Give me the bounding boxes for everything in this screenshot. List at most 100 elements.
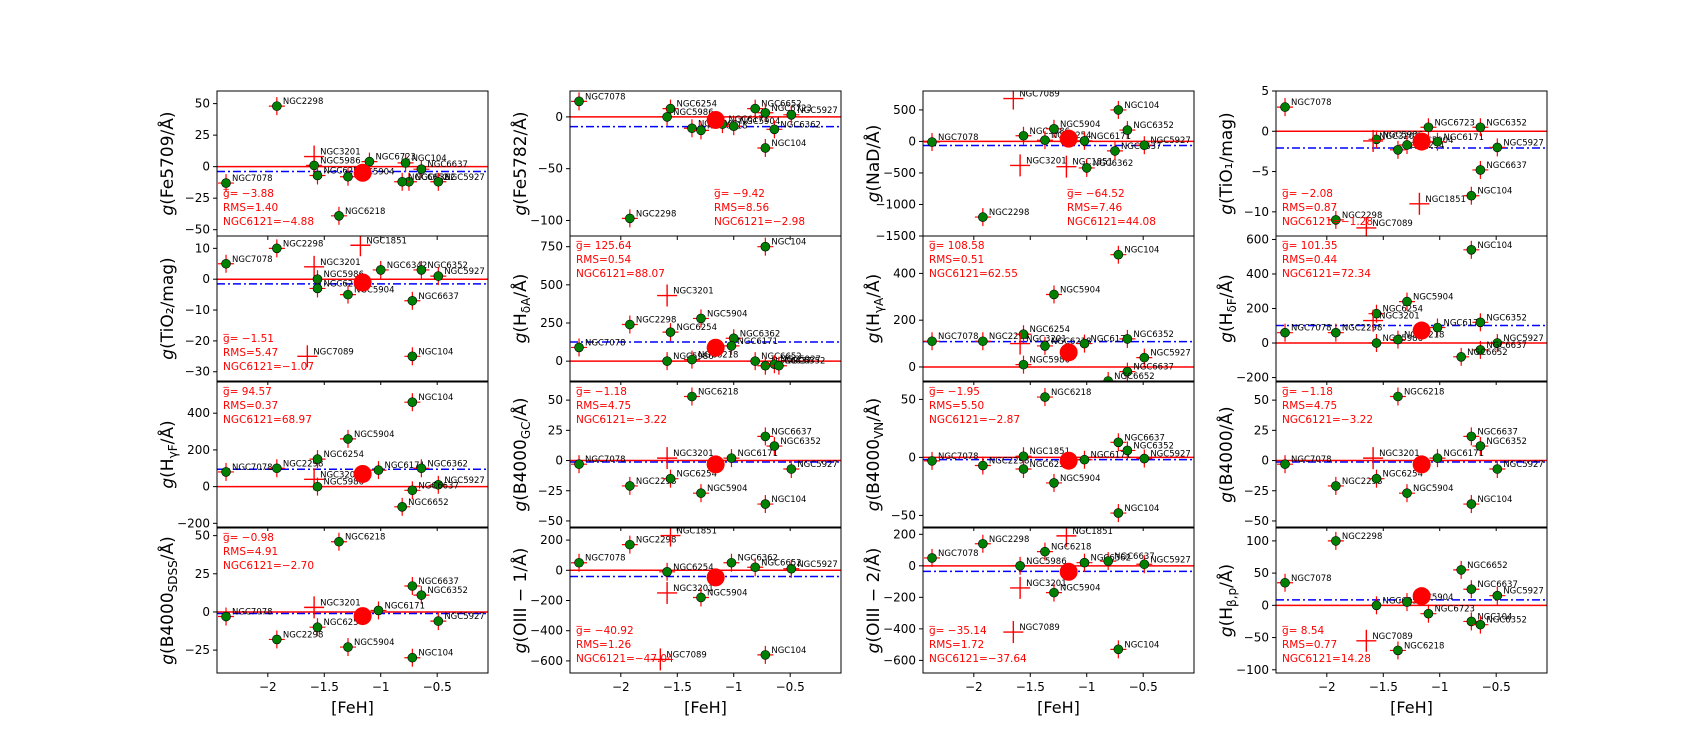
data-point <box>726 557 737 568</box>
data-point <box>343 171 353 182</box>
data-point <box>334 536 344 547</box>
point-label: NGC6218 <box>1404 641 1445 651</box>
y-tick-label: −50 <box>1244 631 1269 645</box>
data-point <box>1113 437 1124 448</box>
stats-text: NGC6121=−2.98 <box>714 216 805 228</box>
data-point <box>786 464 797 474</box>
point-label: NGC6637 <box>418 292 459 302</box>
y-tick-label: 200 <box>540 533 563 547</box>
data-point <box>760 650 771 660</box>
stats-text: g̅= 94.57 <box>223 386 272 398</box>
point-label: NGC104 <box>1477 241 1512 251</box>
y-tick-label: 200 <box>893 527 916 541</box>
point-label: NGC6362 <box>427 459 468 469</box>
point-label: NGC7078 <box>232 608 273 618</box>
y-tick-label: −25 <box>1244 484 1269 498</box>
point-label: NGC2298 <box>283 97 324 107</box>
point-label: NGC104 <box>1124 246 1159 256</box>
point-label: NGC7078 <box>585 455 626 465</box>
point-label: NGC1851 <box>1072 527 1113 537</box>
point-label: NGC1851 <box>1425 195 1466 205</box>
data-point <box>665 103 676 114</box>
point-label: NGC5986 <box>673 108 714 118</box>
data-point <box>760 143 771 153</box>
y-tick-label: 0 <box>908 559 916 573</box>
point-label: NGC5986 <box>1029 356 1070 366</box>
point-label: NGC7078 <box>232 174 273 184</box>
data-point <box>373 465 384 475</box>
data-point <box>400 158 411 168</box>
data-point <box>750 103 760 114</box>
stats-text: RMS=1.72 <box>929 639 984 651</box>
stats-text: g̅= 125.64 <box>576 240 632 252</box>
y-tick-label: 0 <box>555 110 563 124</box>
point-label: NGC6637 <box>1114 552 1155 562</box>
plot-area: NGC7078 NGC2298 NGC3201 NGC6254 NGC6218 NGC59… <box>570 387 841 514</box>
data-point <box>309 160 319 171</box>
data-point <box>574 557 584 568</box>
y-tick-label: 600 <box>1246 232 1269 246</box>
data-point <box>978 460 988 471</box>
plot-area: NGC7078 NGC2298 NGC3201 NGC6254 NGC6218 NGC59… <box>217 532 488 667</box>
data-point <box>625 213 635 224</box>
stats-text: g̅= −9.42 <box>714 188 765 200</box>
data-point <box>1018 329 1029 340</box>
data-point <box>1122 366 1133 377</box>
point-label: NGC6218 <box>345 207 386 217</box>
data-point <box>1393 334 1403 345</box>
data-point <box>1492 590 1503 601</box>
x-tick-label: −1 <box>725 680 743 694</box>
point-label: NGC6254 <box>1382 470 1423 480</box>
data-point <box>1423 608 1434 619</box>
point-label: NGC5904 <box>1413 293 1454 303</box>
y-tick-label: 500 <box>893 103 916 117</box>
y-axis-label: g(TiO₁/mag) <box>1217 112 1237 214</box>
stats-text: NGC6121=−1.07 <box>223 361 314 373</box>
x-tick-label: −0.5 <box>1129 680 1158 694</box>
point-label: NGC5904 <box>1060 285 1101 295</box>
data-point <box>1280 459 1290 469</box>
data-point <box>760 107 771 118</box>
point-label: NGC7089 <box>1372 219 1413 229</box>
x-tick-label: −1.5 <box>663 680 692 694</box>
point-label: NGC6254 <box>676 100 717 110</box>
ngc6121-marker <box>353 607 372 626</box>
stats-text: RMS=5.50 <box>929 400 984 412</box>
point-label: NGC5927 <box>444 267 485 277</box>
stats-text: RMS=8.56 <box>714 202 770 214</box>
point-label: NGC3201 <box>1379 312 1420 322</box>
plot-area: NGC7078NGC2298NGC6254NGC5986NGC3201NGC62… <box>570 92 841 228</box>
stats-text: g̅= −1.51 <box>223 333 274 345</box>
point-label: NGC3201 <box>1026 156 1067 166</box>
point-label: NGC6254 <box>676 470 717 480</box>
x-tick-label: −2 <box>965 680 983 694</box>
point-label: NGC1851 <box>1072 158 1113 168</box>
y-tick-label: −50 <box>891 508 916 522</box>
point-label: NGC2298 <box>636 477 677 487</box>
point-label: NGC7078 <box>585 338 626 348</box>
y-axis-label: g(HγF/Å) <box>156 420 180 488</box>
point-label: NGC5927 <box>444 173 485 183</box>
point-label: NGC6723 <box>1434 118 1475 128</box>
ngc6121-marker <box>1059 129 1078 148</box>
data-point <box>760 431 771 442</box>
data-point <box>1139 559 1150 570</box>
point-label: NGC6652 <box>1114 372 1155 382</box>
data-point <box>625 481 635 491</box>
data-point <box>1280 327 1290 338</box>
y-tick-label: 50 <box>1254 393 1269 407</box>
stats-text: NGC6121=14.28 <box>1282 653 1371 665</box>
point-label: NGC5927 <box>1503 138 1544 148</box>
data-point <box>416 463 427 474</box>
stats-text: RMS=0.87 <box>1282 202 1337 214</box>
point-label: NGC104 <box>771 646 806 656</box>
y-tick-label: −50 <box>538 162 563 176</box>
data-point <box>1466 499 1477 509</box>
stats-text: g̅= −1.18 <box>1282 386 1333 398</box>
data-point <box>221 178 231 188</box>
data-point <box>1139 352 1150 363</box>
data-point <box>1456 565 1466 575</box>
data-point <box>343 434 353 444</box>
